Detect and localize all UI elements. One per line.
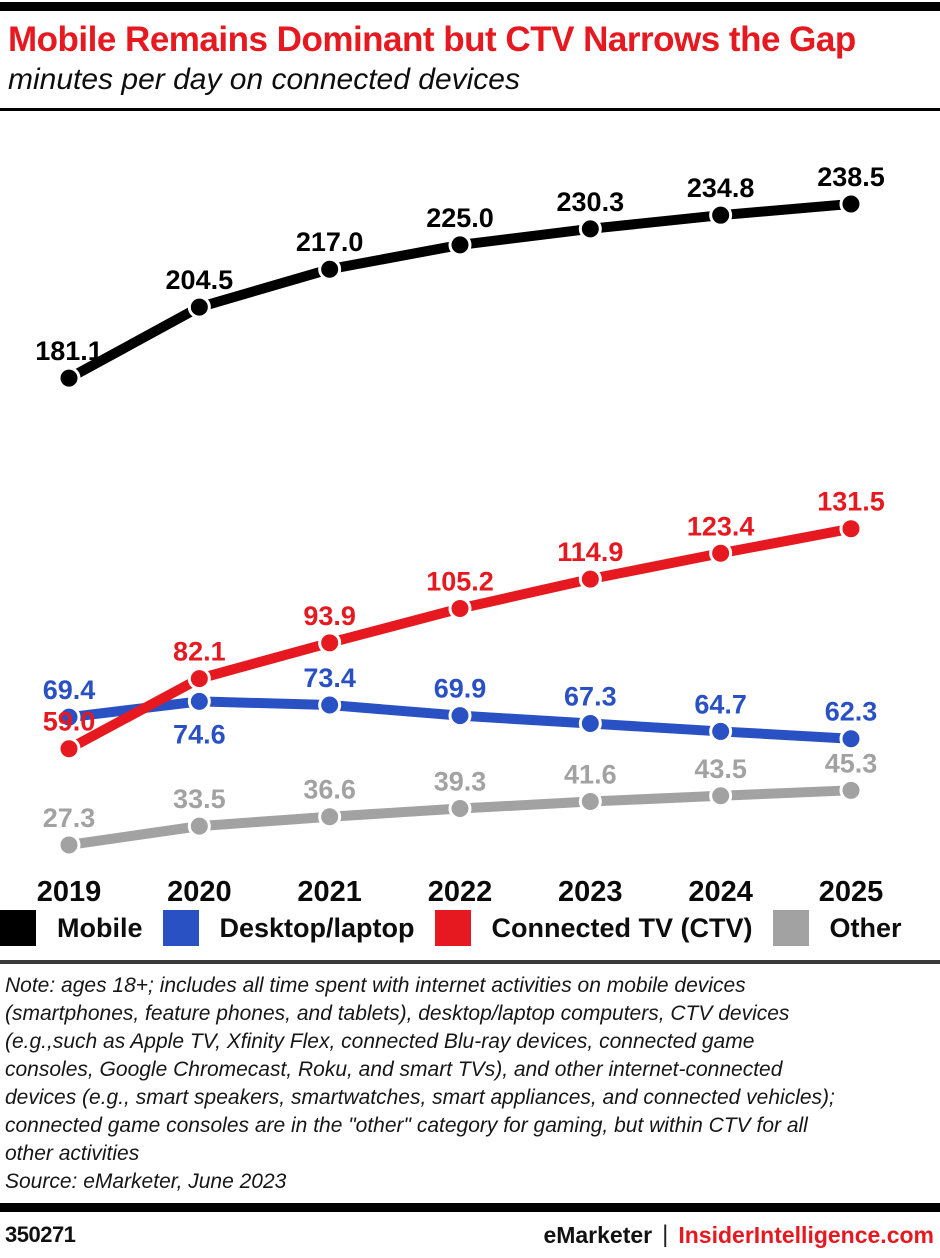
note-divider bbox=[0, 960, 940, 964]
note-line: Note: ages 18+; includes all time spent … bbox=[5, 974, 746, 997]
note-line: (smartphones, feature phones, and tablet… bbox=[5, 1002, 790, 1025]
chart-title: Mobile Remains Dominant but CTV Narrows … bbox=[8, 20, 856, 59]
data-label: 69.4 bbox=[43, 675, 96, 705]
legend-swatch-desktop bbox=[162, 910, 199, 946]
chart-legend: Mobile Desktop/laptop Connected TV (CTV)… bbox=[0, 908, 940, 948]
brand-separator: | bbox=[662, 1221, 669, 1248]
data-label: 217.0 bbox=[296, 227, 364, 257]
header-divider bbox=[0, 108, 940, 111]
brand-insider-intelligence: InsiderIntelligence.com bbox=[678, 1221, 934, 1248]
legend-item-mobile: Mobile bbox=[0, 910, 143, 946]
data-label: 36.6 bbox=[303, 775, 356, 805]
data-label: 45.3 bbox=[825, 748, 878, 778]
data-label: 114.9 bbox=[557, 537, 623, 567]
data-label: 181.1 bbox=[35, 336, 103, 366]
legend-label-other: Other bbox=[829, 912, 902, 943]
data-label: 27.3 bbox=[43, 803, 96, 833]
x-axis-label: 2024 bbox=[688, 876, 753, 906]
footer-bar bbox=[0, 1203, 940, 1212]
data-label: 131.5 bbox=[817, 487, 885, 517]
data-label: 43.5 bbox=[694, 754, 747, 784]
data-label: 33.5 bbox=[173, 784, 226, 814]
data-label: 74.6 bbox=[173, 719, 226, 749]
data-label: 67.3 bbox=[564, 682, 617, 712]
data-label: 39.3 bbox=[434, 767, 487, 797]
legend-swatch-ctv bbox=[434, 910, 471, 946]
x-axis-label: 2020 bbox=[167, 876, 232, 906]
chart-id: 350271 bbox=[5, 1222, 76, 1247]
note-line: connected game consoles are in the "othe… bbox=[5, 1114, 808, 1137]
data-label: 204.5 bbox=[166, 265, 234, 295]
data-label: 64.7 bbox=[694, 689, 747, 719]
legend-swatch-mobile bbox=[0, 910, 36, 946]
source-text: Source: eMarketer, June 2023 bbox=[5, 1170, 287, 1193]
data-label: 123.4 bbox=[687, 511, 755, 541]
legend-item-other: Other bbox=[772, 910, 902, 946]
data-label: 105.2 bbox=[426, 567, 494, 597]
x-axis-label: 2019 bbox=[37, 876, 102, 906]
legend-item-desktop: Desktop/laptop bbox=[162, 910, 415, 946]
data-label: 69.9 bbox=[434, 674, 487, 704]
line-chart: 181.1 204.5 217.0 225.0 230.3 234.8 238.5 69.4 7… bbox=[35, 162, 885, 906]
data-label: 93.9 bbox=[303, 601, 356, 631]
legend-swatch-other bbox=[772, 910, 809, 946]
note-line: consoles, Google Chromecast, Roku, and s… bbox=[5, 1058, 783, 1081]
x-axis-label: 2021 bbox=[297, 876, 362, 906]
data-label: 238.5 bbox=[817, 162, 885, 192]
footer: 350271 eMarketer | InsiderIntelligence.c… bbox=[0, 1221, 940, 1249]
note-line: (e.g.,such as Apple TV, Xfinity Flex, co… bbox=[5, 1030, 755, 1053]
data-label: 62.3 bbox=[825, 697, 878, 727]
note-line: other activities bbox=[5, 1142, 140, 1165]
x-axis-label: 2023 bbox=[558, 876, 623, 906]
data-label: 73.4 bbox=[303, 663, 356, 693]
data-label: 230.3 bbox=[557, 187, 625, 217]
x-axis-label: 2022 bbox=[428, 876, 493, 906]
legend-item-ctv: Connected TV (CTV) bbox=[434, 910, 753, 946]
brand-lockup: eMarketer | InsiderIntelligence.com bbox=[543, 1221, 934, 1249]
data-label: 82.1 bbox=[173, 637, 226, 667]
legend-label-desktop: Desktop/laptop bbox=[219, 912, 415, 943]
top-accent-bar bbox=[0, 2, 940, 11]
note-line: devices (e.g., smart speakers, smartwatc… bbox=[5, 1086, 835, 1109]
note-text: Note: ages 18+; includes all time spent … bbox=[5, 972, 932, 1196]
data-label: 59.0 bbox=[43, 707, 96, 737]
data-label: 225.0 bbox=[426, 203, 494, 233]
legend-label-mobile: Mobile bbox=[57, 912, 143, 943]
x-axis-label: 2025 bbox=[819, 876, 884, 906]
brand-emarketer: eMarketer bbox=[543, 1221, 653, 1248]
legend-label-ctv: Connected TV (CTV) bbox=[491, 912, 753, 943]
data-label: 234.8 bbox=[687, 173, 755, 203]
chart-subtitle: minutes per day on connected devices bbox=[8, 63, 520, 96]
data-label: 41.6 bbox=[564, 760, 617, 790]
